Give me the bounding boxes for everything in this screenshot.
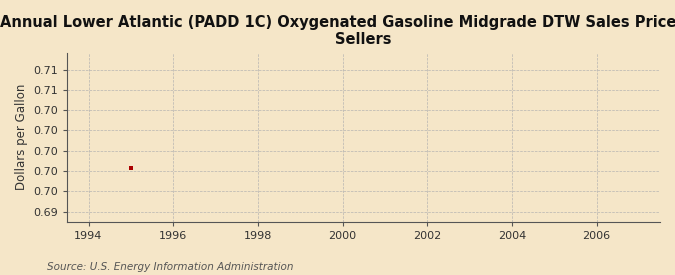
Title: Annual Lower Atlantic (PADD 1C) Oxygenated Gasoline Midgrade DTW Sales Price by : Annual Lower Atlantic (PADD 1C) Oxygenat… [0, 15, 675, 47]
Text: Source: U.S. Energy Information Administration: Source: U.S. Energy Information Administ… [47, 262, 294, 272]
Y-axis label: Dollars per Gallon: Dollars per Gallon [15, 84, 28, 190]
